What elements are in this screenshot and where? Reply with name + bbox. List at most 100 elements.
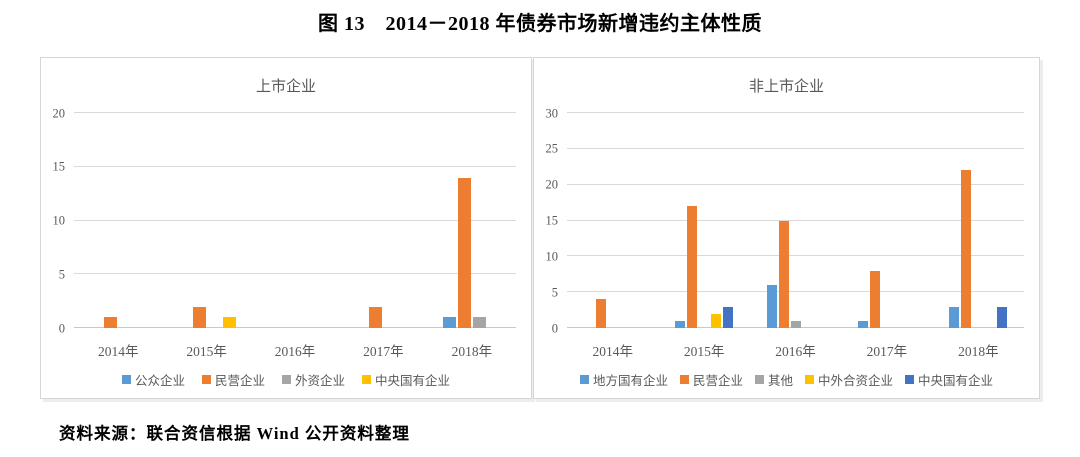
gridline [567, 112, 1024, 113]
bar-slot [675, 113, 686, 328]
bar [766, 285, 777, 328]
legend-label: 外资企业 [295, 374, 346, 388]
bar-slot [281, 113, 294, 328]
bar-slot [208, 113, 221, 328]
y-axis-label: 5 [551, 284, 558, 299]
x-axis-label: 2018年 [958, 344, 999, 359]
y-axis-label: 15 [545, 213, 559, 228]
legend-swatch [201, 375, 211, 384]
bar-slot [595, 113, 606, 328]
bar-slot [906, 113, 916, 328]
bar-slot [632, 113, 642, 328]
bar-slot [134, 113, 147, 328]
bar-slot [354, 113, 367, 328]
bar-group [428, 113, 516, 328]
y-axis-label: 5 [58, 267, 65, 281]
bar [595, 299, 606, 328]
bar-slot [442, 113, 456, 328]
bar-slot [89, 113, 102, 328]
bar-slot [266, 113, 279, 328]
bar-slot [778, 113, 789, 328]
y-axis-label: 0 [58, 320, 65, 335]
x-axis-label: 2017年 [363, 344, 404, 359]
bar-group [339, 113, 427, 328]
y-axis-label: 10 [545, 249, 559, 264]
bar-slot [457, 113, 471, 328]
bar [857, 320, 868, 328]
bar [687, 206, 698, 328]
bar-slot [869, 113, 880, 328]
legend-swatch [754, 375, 764, 384]
legend: 地方国有企业 民营企业 其他 中外合资企业 中央国有企业 [534, 370, 1039, 389]
plot-area: 0 5 10 15 20 25 30 [546, 107, 1024, 334]
bar-slot [488, 113, 501, 328]
y-axis-label: 30 [545, 105, 559, 120]
bar [369, 306, 383, 328]
bar [869, 270, 880, 328]
bar-slot [882, 113, 892, 328]
bar-slot [790, 113, 801, 328]
chart-panel-unlisted-enterprises: 非上市企业 0 5 10 15 20 25 30 2014年 2015年 2016年 2017年 201… [533, 57, 1040, 399]
bar-group [841, 113, 932, 328]
bar-groups [567, 113, 1024, 328]
bar [790, 320, 801, 328]
legend-item: 外资企业 [282, 370, 345, 389]
x-axis-label: 2018年 [451, 344, 493, 359]
bar [104, 317, 118, 328]
bar-slot [311, 113, 324, 328]
bar-group [162, 113, 250, 328]
y-axis-label: 0 [551, 320, 558, 335]
legend-swatch [121, 375, 131, 384]
legend-label: 中央国有企业 [918, 374, 994, 388]
bar-slot [192, 113, 206, 328]
bar-slot [815, 113, 825, 328]
legend-swatch [805, 375, 814, 384]
legend-swatch [679, 375, 689, 384]
bar-slot [119, 113, 132, 328]
bar [723, 306, 734, 328]
legend-item: 中央国有企业 [905, 370, 993, 389]
bar-slot [472, 113, 486, 328]
legend-swatch [905, 375, 915, 384]
bar [711, 313, 722, 328]
chart-panel-listed-enterprises: 上市企业 0 5 10 15 20 2014年 2015年 2016年 2017年 2018年 公众企… [40, 57, 532, 399]
x-axis-label: 2014年 [592, 344, 633, 359]
x-axis-label: 2017年 [866, 344, 908, 359]
bar-slot [369, 113, 383, 328]
bar-groups [74, 113, 516, 328]
bar-slot [178, 113, 191, 328]
gridline [74, 219, 516, 221]
legend-label: 地方国有企业 [592, 374, 668, 388]
y-axis-label: 20 [545, 177, 559, 192]
x-axis-label: 2015年 [683, 344, 725, 359]
bar-slot [104, 113, 118, 328]
bar-slot [723, 113, 734, 328]
bar-slot [699, 113, 709, 328]
bar-slot [961, 113, 972, 328]
bar [997, 306, 1008, 328]
bar-slot [296, 113, 309, 328]
legend-swatch [362, 375, 372, 384]
bar-slot [584, 113, 594, 328]
legend-label: 其他 [767, 374, 793, 388]
gridline [74, 112, 516, 113]
x-axis-labels: 2014年 2015年 2016年 2017年 2018年 [567, 340, 1024, 360]
bar-slot [803, 113, 813, 328]
bar-group [933, 113, 1024, 328]
source-note: 资料来源：联合资信根据 Wind 公开资料整理 [59, 424, 410, 443]
bar-slot [222, 113, 236, 328]
bar-group [658, 113, 749, 328]
legend-item: 中央国有企业 [362, 370, 450, 389]
x-axis-label: 2016年 [274, 344, 316, 359]
legend-label: 中央国有企业 [375, 374, 451, 388]
x-axis-labels: 2014年 2015年 2016年 2017年 2018年 [74, 340, 516, 360]
bar [949, 306, 960, 328]
legend-label: 民营企业 [692, 374, 743, 388]
legend-item: 地方国有企业 [579, 370, 668, 389]
bar [222, 317, 236, 328]
bar-group [251, 113, 339, 328]
legend-item: 中外合资企业 [805, 370, 893, 389]
bar-group [567, 113, 658, 328]
bar-group [74, 113, 162, 328]
bar-slot [894, 113, 904, 328]
